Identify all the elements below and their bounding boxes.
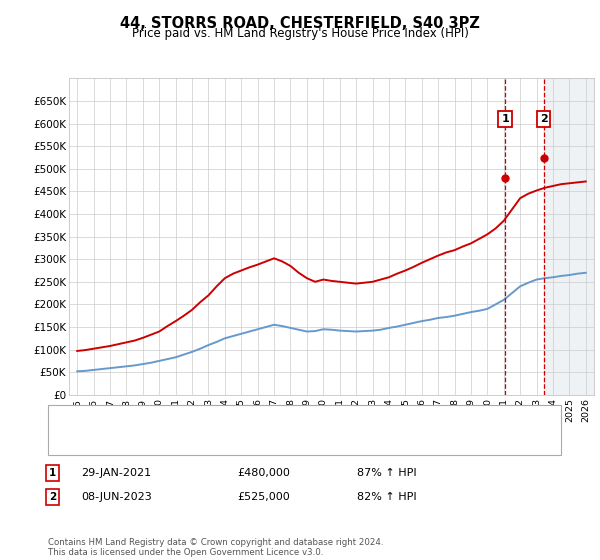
Text: 44, STORRS ROAD, CHESTERFIELD, S40 3PZ (detached house): 44, STORRS ROAD, CHESTERFIELD, S40 3PZ (… bbox=[85, 414, 395, 424]
Text: 08-JUN-2023: 08-JUN-2023 bbox=[81, 492, 152, 502]
Text: 44, STORRS ROAD, CHESTERFIELD, S40 3PZ: 44, STORRS ROAD, CHESTERFIELD, S40 3PZ bbox=[120, 16, 480, 31]
Text: 29-JAN-2021: 29-JAN-2021 bbox=[81, 468, 151, 478]
Text: 2: 2 bbox=[540, 114, 548, 124]
Text: 82% ↑ HPI: 82% ↑ HPI bbox=[357, 492, 416, 502]
Text: Price paid vs. HM Land Registry's House Price Index (HPI): Price paid vs. HM Land Registry's House … bbox=[131, 27, 469, 40]
Text: 1: 1 bbox=[49, 468, 56, 478]
Text: 1: 1 bbox=[501, 114, 509, 124]
Text: Contains HM Land Registry data © Crown copyright and database right 2024.
This d: Contains HM Land Registry data © Crown c… bbox=[48, 538, 383, 557]
Text: £525,000: £525,000 bbox=[237, 492, 290, 502]
Text: HPI: Average price, detached house, Chesterfield: HPI: Average price, detached house, Ches… bbox=[85, 439, 330, 449]
Text: 2: 2 bbox=[49, 492, 56, 502]
Text: 87% ↑ HPI: 87% ↑ HPI bbox=[357, 468, 416, 478]
Text: £480,000: £480,000 bbox=[237, 468, 290, 478]
Bar bbox=[544, 78, 594, 395]
